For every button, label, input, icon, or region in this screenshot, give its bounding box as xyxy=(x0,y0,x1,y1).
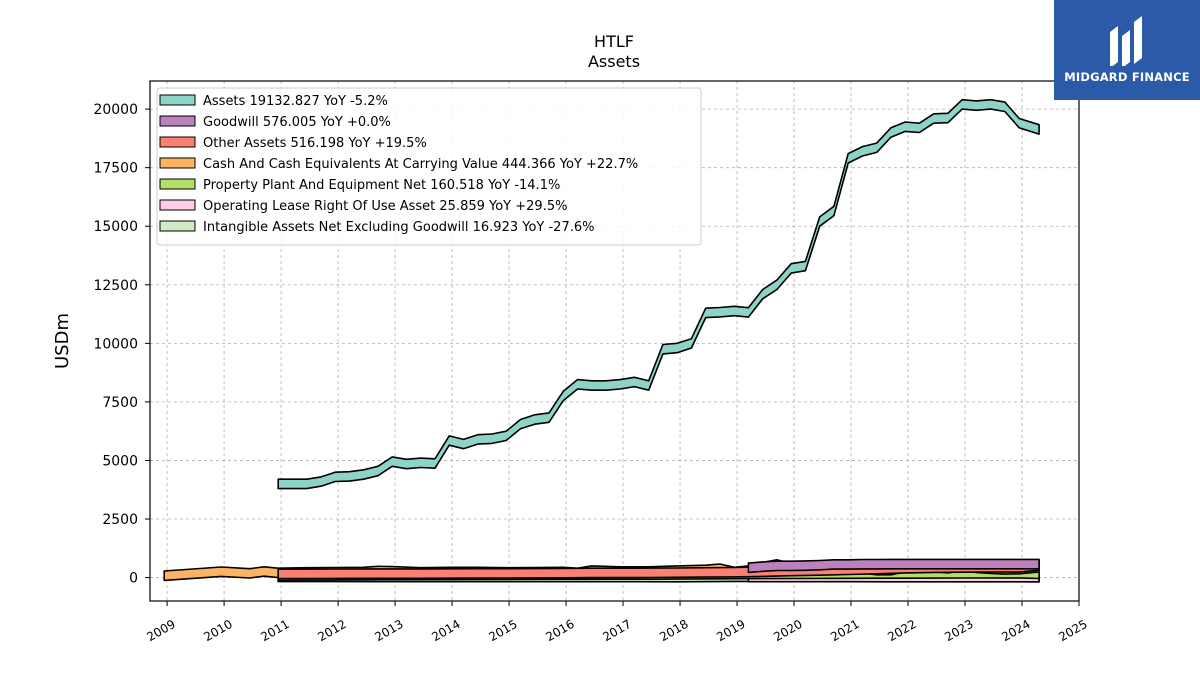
legend-swatch xyxy=(159,136,196,148)
y-tick-label: 10000 xyxy=(93,336,138,352)
x-tick-label: 2010 xyxy=(201,617,234,644)
legend-swatch xyxy=(159,157,196,169)
legend-item: Goodwill 576.005 YoY +0.0% xyxy=(203,115,391,130)
legend: Assets 19132.827 YoY -5.2% Goodwill 576.0… xyxy=(156,87,702,246)
x-tick-label: 2021 xyxy=(828,617,861,644)
y-tick-label: 12500 xyxy=(93,278,138,294)
x-tick-label: 2009 xyxy=(144,617,177,644)
x-tick-label: 2025 xyxy=(1056,617,1089,644)
x-tick-label: 2012 xyxy=(315,617,348,644)
brand-logo: MIDGARD FINANCE xyxy=(1054,0,1200,100)
x-tick-label: 2015 xyxy=(486,617,519,644)
legend-frame xyxy=(156,87,702,246)
x-tick-label: 2019 xyxy=(714,617,747,644)
x-tick-label: 2023 xyxy=(942,617,975,644)
series-band xyxy=(277,98,1040,490)
x-axis: 2009 2010 2011 2012 2013 2014 2015 2016 2017 2018… xyxy=(144,601,1090,644)
y-tick-label: 2500 xyxy=(102,512,138,528)
chart-title: HTLF xyxy=(594,32,634,51)
x-tick-label: 2018 xyxy=(657,617,690,644)
y-tick-label: 5000 xyxy=(102,453,138,469)
x-tick-label: 2011 xyxy=(258,617,291,644)
legend-swatch xyxy=(159,178,196,190)
y-axis-label: USDm xyxy=(52,313,73,369)
legend-swatch xyxy=(159,199,196,211)
y-tick-label: 17500 xyxy=(93,161,138,177)
chart-subtitle: Assets xyxy=(588,52,640,71)
legend-item: Cash And Cash Equivalents At Carrying Va… xyxy=(203,157,638,172)
legend-item: Other Assets 516.198 YoY +19.5% xyxy=(203,136,427,151)
series-areas xyxy=(163,98,1040,583)
brand-mark-icon xyxy=(1110,16,1142,66)
y-tick-label: 15000 xyxy=(93,219,138,235)
legend-item: Assets 19132.827 YoY -5.2% xyxy=(203,94,388,109)
x-tick-label: 2017 xyxy=(600,617,633,644)
legend-swatch xyxy=(159,115,196,127)
legend-item: Property Plant And Equipment Net 160.518… xyxy=(203,178,560,193)
legend-item: Intangible Assets Net Excluding Goodwill… xyxy=(203,220,594,235)
y-axis: 0 2500 5000 7500 10000 12500 15000 17500 20000 xyxy=(93,102,150,587)
legend-swatch xyxy=(159,220,196,232)
brand-name: MIDGARD FINANCE xyxy=(1064,70,1190,84)
y-tick-label: 7500 xyxy=(102,395,138,411)
x-tick-label: 2024 xyxy=(999,617,1032,644)
series-band xyxy=(747,558,1040,574)
x-tick-label: 2016 xyxy=(543,617,576,644)
x-tick-label: 2022 xyxy=(885,617,918,644)
y-tick-label: 0 xyxy=(129,571,138,587)
legend-item: Operating Lease Right Of Use Asset 25.85… xyxy=(203,199,567,214)
x-tick-label: 2013 xyxy=(372,617,405,644)
plot-frame xyxy=(149,80,1080,602)
legend-swatch xyxy=(159,94,196,106)
y-tick-label: 20000 xyxy=(93,102,138,118)
x-tick-label: 2014 xyxy=(429,617,462,644)
x-tick-label: 2020 xyxy=(771,617,804,644)
